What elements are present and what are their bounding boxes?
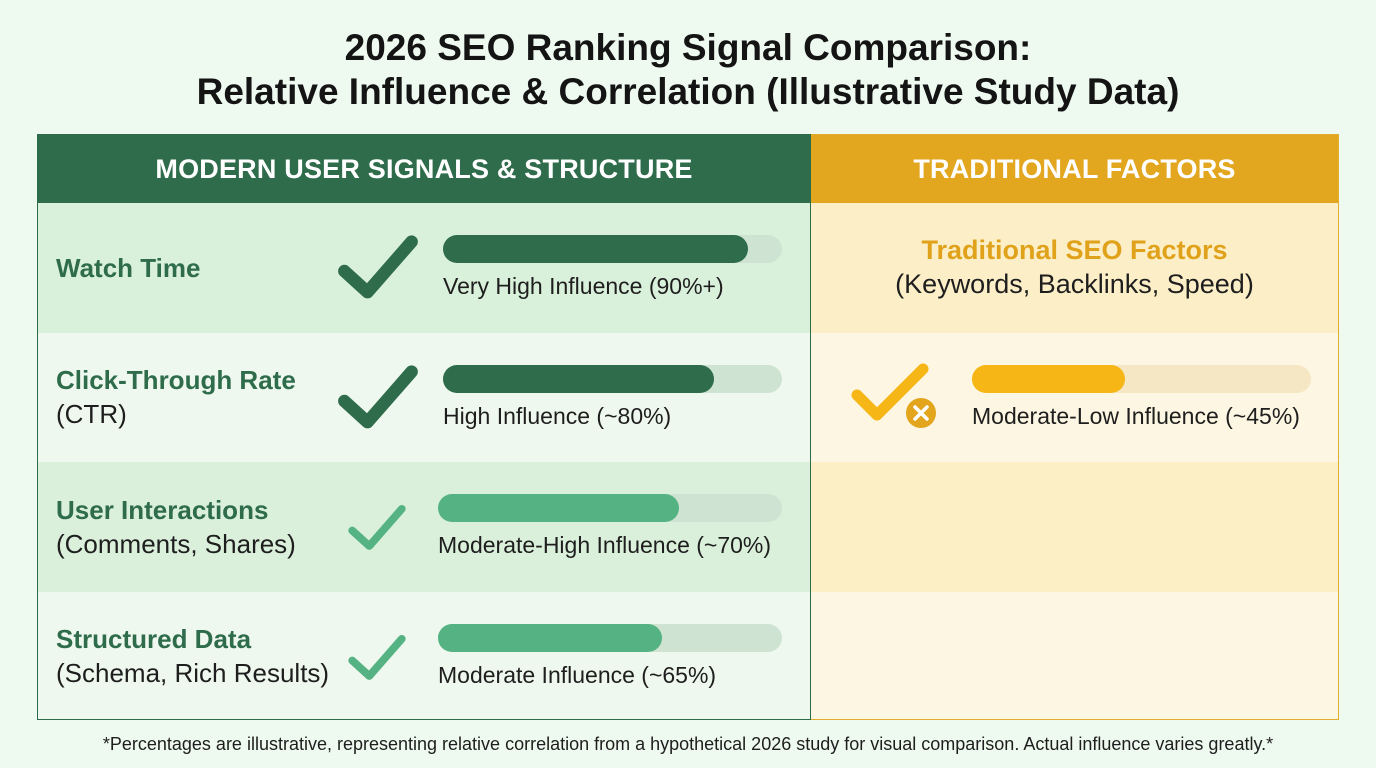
traditional-factors-header: TRADITIONAL FACTORS	[811, 135, 1338, 203]
influence-bar-track	[443, 235, 782, 263]
signal-label: Click-Through Rate (CTR)	[56, 333, 296, 463]
checkmark-icon	[348, 634, 406, 680]
check-icon-wrap	[336, 227, 420, 316]
traditional-factors-rows: Traditional SEO Factors (Keywords, Backl…	[811, 203, 1338, 719]
signal-name: Watch Time	[56, 252, 201, 283]
influence-bar-track	[438, 623, 782, 652]
traditional-bar-row: Moderate-Low Influence (~45%)	[811, 332, 1338, 462]
influence-bar	[443, 364, 715, 393]
influence-bar	[972, 364, 1125, 393]
influence-bar	[438, 494, 679, 522]
influence-caption: Moderate Influence (~65%)	[438, 661, 717, 688]
checkmark-icon	[348, 504, 406, 550]
check-icon-wrap	[346, 498, 408, 565]
signal-label: Watch Time	[56, 203, 200, 333]
signal-row: Click-Through Rate (CTR) High Influence (~…	[38, 332, 810, 463]
influence-caption: Moderate-High Influence (~70%)	[438, 532, 772, 558]
check-icon-wrap	[336, 357, 420, 446]
signal-row: Watch Time Very High Influence (90%+)	[38, 203, 810, 333]
check-icon-wrap	[346, 628, 408, 695]
modern-signals-header: MODERN USER SIGNALS & STRUCTURE	[38, 135, 810, 203]
influence-caption: High Influence (~80%)	[443, 402, 672, 429]
signal-label: Structured Data (Schema, Rich Results)	[56, 592, 330, 720]
checkmark-icon	[338, 364, 418, 428]
title-line-2: Relative Influence & Correlation (Illust…	[196, 71, 1180, 112]
traditional-title: Traditional SEO Factors (Keywords, Backl…	[811, 233, 1338, 301]
signal-name: Click-Through Rate	[56, 365, 296, 396]
influence-caption: Moderate-Low Influence (~45%)	[972, 402, 1300, 429]
influence-bar	[443, 235, 749, 263]
traditional-factors-panel: TRADITIONAL FACTORS Traditional SEO Fact…	[811, 134, 1339, 720]
signal-name: Structured Data	[56, 624, 252, 655]
traditional-empty-row	[811, 462, 1338, 592]
traditional-empty-row	[811, 591, 1338, 719]
signal-sublabel: (Schema, Rich Results)	[56, 658, 330, 689]
influence-bar-track	[438, 494, 782, 522]
signal-sublabel: (CTR)	[56, 399, 127, 430]
modern-signals-panel: MODERN USER SIGNALS & STRUCTURE Watch Ti…	[37, 134, 811, 720]
influence-bar-track	[443, 364, 782, 393]
checkmark-icon	[338, 235, 418, 299]
signal-name: User Interactions	[56, 494, 269, 525]
footnote: *Percentages are illustrative, represent…	[102, 734, 1274, 754]
signal-row: User Interactions (Comments, Shares) Moder…	[38, 462, 810, 592]
traditional-title-row: Traditional SEO Factors (Keywords, Backl…	[811, 203, 1338, 333]
signal-label: User Interactions (Comments, Shares)	[56, 462, 296, 592]
check-with-x-icon	[851, 363, 936, 428]
title-line-1: 2026 SEO Ranking Signal Comparison:	[344, 27, 1032, 68]
signal-sublabel: (Comments, Shares)	[56, 528, 296, 559]
chart-title: 2026 SEO Ranking Signal Comparison: Rela…	[0, 26, 1376, 114]
traditional-title-sub: (Keywords, Backlinks, Speed)	[895, 269, 1254, 299]
influence-bar-track	[972, 364, 1311, 393]
modern-signals-rows: Watch Time Very High Influence (90%+) Clic…	[38, 203, 810, 720]
signal-row: Structured Data (Schema, Rich Results) Mod…	[38, 591, 810, 720]
check-with-x-icon-wrap	[847, 361, 943, 438]
influence-caption: Very High Influence (90%+)	[443, 273, 724, 299]
traditional-title-main: Traditional SEO Factors	[921, 235, 1228, 265]
influence-bar	[438, 623, 662, 652]
